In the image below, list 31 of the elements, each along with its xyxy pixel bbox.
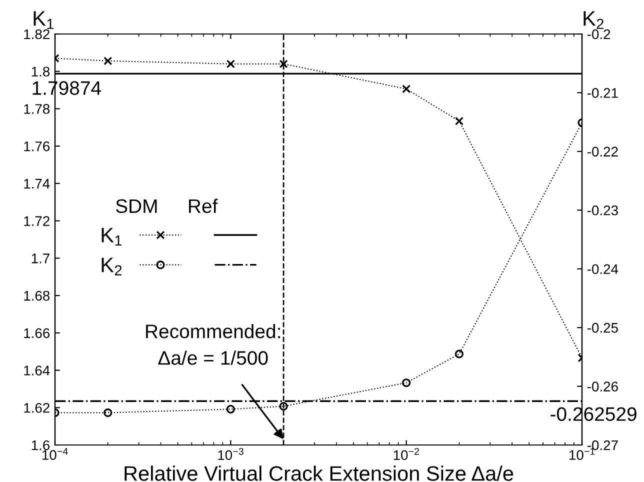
y2-tick-label: -0.22 (587, 146, 618, 157)
y-tick-label: 1.78 (24, 104, 50, 114)
x-tick-label: 10$^{−1}$ (570, 448, 595, 460)
y-axis-title: K$_{1}$ (34, 11, 54, 29)
y-tick-label: 1.72 (24, 216, 50, 226)
y2-tick-label: -0.2 (587, 29, 610, 40)
annotation: Ref (189, 198, 218, 214)
annotation: SDM (116, 199, 157, 214)
y-tick-label: 1.8 (32, 66, 50, 77)
y-tick-label: 1.6 (32, 440, 50, 450)
annotation: Recommended: Δa/e = 1/500 (146, 324, 280, 365)
y2-tick-label: -0.24 (587, 264, 618, 274)
legend-label: K$_{1}$ (102, 228, 122, 246)
y-tick-label: 1.68 (24, 290, 50, 301)
y-tick-label: 1.76 (24, 141, 50, 152)
y-tick-label: 1.7 (32, 254, 50, 264)
y-tick-label: 1.62 (24, 402, 50, 413)
y-tick-label: 1.82 (24, 29, 50, 40)
y2-tick-label: -0.23 (587, 205, 618, 216)
y-tick-label: 1.64 (24, 366, 50, 376)
y2-tick-label: -0.27 (587, 440, 618, 450)
x-axis-title: Relative Virtual Crack Extension Size Δa/e (124, 466, 514, 481)
y2-axis-title: K$_{2}$ (584, 11, 604, 29)
y2-tick-label: -0.26 (587, 382, 618, 392)
y2-tick-label: -0.21 (587, 88, 618, 98)
y-tick-label: 1.66 (24, 328, 50, 338)
legend-label: K$_{2}$ (102, 258, 122, 276)
x-tick-label: 10$^{−3}$ (218, 448, 244, 460)
y-tick-label: 1.74 (24, 178, 50, 188)
y2-tick-label: -0.25 (587, 322, 618, 333)
x-tick-label: 10$^{−2}$ (394, 448, 419, 460)
